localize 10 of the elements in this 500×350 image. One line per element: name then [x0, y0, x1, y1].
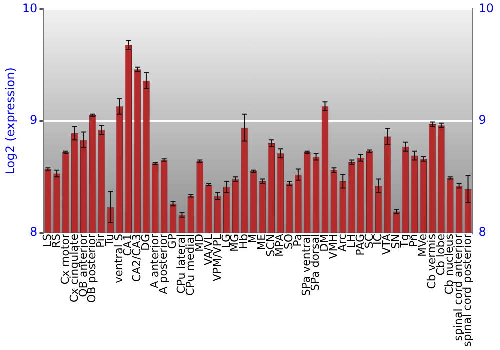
y2-tick-label: 10: [478, 1, 494, 16]
y-axis-title: Log2 (expression): [3, 68, 18, 175]
y2-tick-label: 9: [478, 113, 486, 128]
y-tick-label: 8: [30, 225, 38, 240]
y-tick-label: 9: [30, 113, 38, 128]
x-tick-label: Tg: [398, 234, 412, 249]
y2-tick-label: 8: [478, 225, 486, 240]
y-tick-label: 10: [22, 1, 38, 16]
x-tick-label: A posterior: [157, 234, 170, 294]
x-tick-label: OB posterior: [86, 234, 99, 304]
